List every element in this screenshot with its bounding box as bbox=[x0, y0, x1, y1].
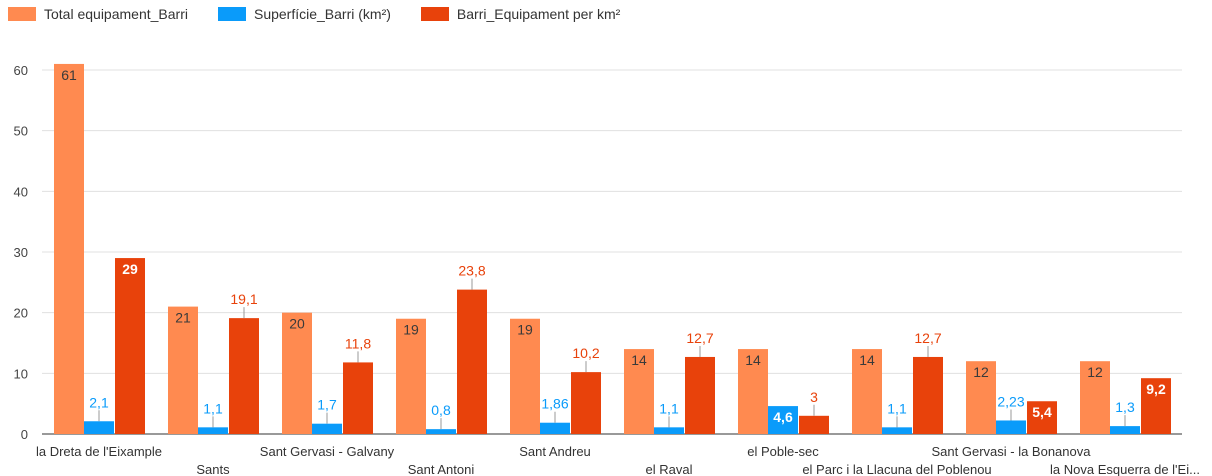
bar-2 bbox=[229, 318, 259, 434]
bar-0 bbox=[168, 306, 198, 434]
bar-1 bbox=[540, 422, 570, 434]
y-tick-label: 40 bbox=[14, 184, 28, 199]
y-tick-label: 0 bbox=[21, 427, 28, 442]
x-tick-label: el Parc i la Llacuna del Poblenou bbox=[802, 462, 991, 476]
legend-item-area: Superfície_Barri (km²) bbox=[217, 6, 391, 22]
bar-1 bbox=[882, 427, 912, 434]
data-label: 1,7 bbox=[317, 397, 337, 413]
x-tick-label: la Nova Esquerra de l'Ei... bbox=[1050, 462, 1200, 476]
data-label: 1,1 bbox=[203, 400, 223, 416]
bar-1 bbox=[996, 420, 1026, 434]
data-label: 19 bbox=[517, 322, 533, 338]
bar-1 bbox=[84, 421, 114, 434]
data-label: 14 bbox=[631, 352, 647, 368]
bar-2 bbox=[1027, 401, 1057, 434]
legend-item-density: Barri_Equipament per km² bbox=[420, 6, 621, 22]
y-tick-label: 60 bbox=[14, 63, 28, 78]
data-label: 4,6 bbox=[773, 409, 793, 425]
legend-label-area: Superfície_Barri (km²) bbox=[253, 6, 391, 22]
bar-2 bbox=[457, 289, 487, 434]
x-tick-label: la Dreta de l'Eixample bbox=[36, 444, 162, 459]
y-tick-label: 10 bbox=[14, 366, 28, 381]
data-label: 5,4 bbox=[1032, 404, 1052, 420]
x-tick-label: Sant Gervasi - la Bonanova bbox=[932, 444, 1092, 459]
data-label: 14 bbox=[745, 352, 761, 368]
bar-0 bbox=[966, 361, 996, 434]
legend-swatch-total bbox=[8, 7, 36, 21]
bar-0 bbox=[510, 318, 540, 434]
legend: Total equipament_Barri Superfície_Barri … bbox=[8, 6, 620, 22]
data-label: 10,2 bbox=[572, 345, 599, 361]
bar-0 bbox=[738, 349, 768, 434]
legend-swatch-density bbox=[420, 7, 449, 21]
bar-1 bbox=[198, 427, 228, 434]
data-label: 1,86 bbox=[541, 396, 568, 412]
legend-label-total: Total equipament_Barri bbox=[44, 6, 188, 22]
bar-2 bbox=[115, 258, 145, 434]
bar-2 bbox=[571, 372, 601, 434]
data-label: 29 bbox=[122, 261, 138, 277]
data-label: 19 bbox=[403, 322, 419, 338]
legend-label-density: Barri_Equipament per km² bbox=[456, 6, 621, 22]
data-label: 0,8 bbox=[431, 402, 451, 418]
bar-0 bbox=[282, 312, 312, 434]
bar-0 bbox=[624, 349, 654, 434]
y-tick-label: 30 bbox=[14, 245, 28, 260]
bar-2 bbox=[913, 356, 943, 434]
data-label: 12,7 bbox=[686, 330, 713, 346]
bar-1 bbox=[1110, 426, 1140, 434]
bar-0 bbox=[852, 349, 882, 434]
data-label: 1,1 bbox=[659, 400, 679, 416]
data-label: 1,1 bbox=[887, 400, 907, 416]
bar-1 bbox=[426, 429, 456, 434]
data-label: 14 bbox=[859, 352, 875, 368]
data-label: 19,1 bbox=[230, 291, 257, 307]
bar-2 bbox=[685, 356, 715, 434]
bar-0 bbox=[54, 63, 84, 434]
bar-1 bbox=[768, 406, 798, 434]
bar-1 bbox=[654, 427, 684, 434]
data-label: 1,3 bbox=[1115, 399, 1135, 415]
x-tick-label: Sant Antoni bbox=[408, 462, 475, 476]
data-label: 21 bbox=[175, 310, 191, 326]
data-label: 20 bbox=[289, 316, 305, 332]
x-tick-label: el Raval bbox=[646, 462, 693, 476]
data-label: 3 bbox=[810, 389, 818, 405]
data-label: 12,7 bbox=[914, 330, 941, 346]
data-label: 9,2 bbox=[1146, 381, 1166, 397]
data-label: 2,23 bbox=[997, 393, 1024, 409]
data-label: 12 bbox=[973, 364, 989, 380]
x-tick-label: Sants bbox=[196, 462, 230, 476]
bar-2 bbox=[1141, 378, 1171, 434]
y-tick-label: 50 bbox=[14, 124, 28, 139]
legend-swatch-area bbox=[217, 7, 246, 21]
bar-0 bbox=[1080, 361, 1110, 434]
bar-1 bbox=[312, 423, 342, 434]
data-label: 11,8 bbox=[345, 335, 371, 351]
x-tick-label: el Poble-sec bbox=[747, 444, 819, 459]
x-tick-label: Sant Gervasi - Galvany bbox=[260, 444, 395, 459]
x-tick-label: Sant Andreu bbox=[519, 444, 591, 459]
data-label: 2,1 bbox=[89, 394, 109, 410]
bar-0 bbox=[396, 318, 426, 434]
legend-item-total: Total equipament_Barri bbox=[8, 6, 188, 22]
data-label: 23,8 bbox=[458, 263, 485, 279]
data-label: 12 bbox=[1087, 364, 1103, 380]
y-tick-label: 20 bbox=[14, 306, 28, 321]
bar-2 bbox=[799, 415, 829, 434]
data-label: 61 bbox=[61, 67, 77, 83]
bar-2 bbox=[343, 362, 373, 434]
